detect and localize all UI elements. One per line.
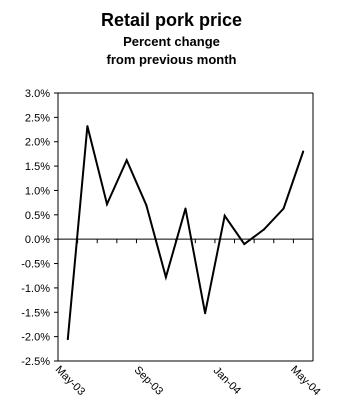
y-tick-label: 3.0% [25, 88, 50, 100]
y-tick-label: -2.5% [21, 356, 50, 368]
data-point [262, 228, 265, 231]
data-point [204, 312, 207, 315]
chart-subtitle-line-1: Percent change [123, 34, 220, 49]
chart-subtitle-line-2: from previous month [106, 52, 237, 67]
data-point [125, 159, 128, 162]
y-tick-label: -1.0% [21, 283, 50, 295]
y-tick-label: 1.0% [25, 185, 50, 197]
data-point [282, 207, 285, 210]
x-tick-label: May-04 [288, 364, 322, 398]
x-tick-label: Jan-04 [211, 365, 243, 397]
data-point [184, 207, 187, 210]
data-point [86, 125, 89, 128]
y-tick-label: 0.0% [25, 234, 50, 246]
y-tick-label: 2.5% [25, 112, 50, 124]
data-point [243, 243, 246, 246]
data-point [66, 338, 69, 341]
data-point [302, 150, 305, 153]
data-point [164, 276, 167, 279]
y-tick-label: 2.0% [25, 137, 50, 149]
y-tick-label: 0.5% [25, 210, 50, 222]
series-line [66, 125, 305, 340]
x-tick-label: May-03 [53, 364, 87, 398]
chart-title: Retail pork price [100, 10, 243, 30]
y-tick-label: -1.5% [21, 307, 50, 319]
data-point [145, 204, 148, 207]
data-point [106, 203, 109, 206]
y-tick-label: 1.5% [25, 161, 50, 173]
data-point [223, 214, 226, 217]
y-tick-label: -0.5% [21, 259, 50, 271]
y-tick-label: -2.0% [21, 332, 50, 344]
x-tick-label: Sep-03 [132, 364, 166, 398]
